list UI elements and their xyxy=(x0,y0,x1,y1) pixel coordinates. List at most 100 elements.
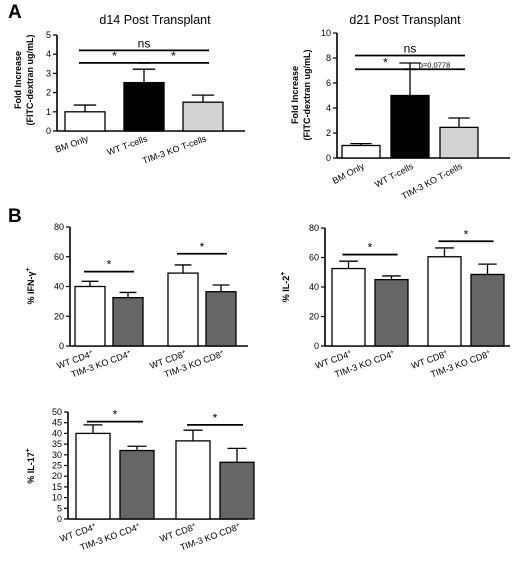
bar xyxy=(374,278,409,347)
x-tick-label-superscript: + xyxy=(91,521,97,529)
x-tick-label-superscript: + xyxy=(485,348,491,356)
chart-title: d21 Post Transplant xyxy=(349,13,461,27)
y-tick-label: 10 xyxy=(52,493,62,503)
significance-label: * xyxy=(368,241,373,255)
y-tick-label: 8 xyxy=(326,53,331,63)
y-tick-label: 40 xyxy=(54,282,64,292)
bar xyxy=(390,94,430,159)
x-tick-label-superscript: + xyxy=(442,348,448,356)
y-axis-label-line: Fold Increase xyxy=(290,66,300,124)
y-tick-label: 5 xyxy=(57,503,62,513)
y-axis-label-line: (FITC-dextran ug/mL) xyxy=(302,50,312,141)
y-tick-label: 0 xyxy=(326,153,331,163)
bar xyxy=(75,432,111,520)
y-axis-label: % IFN-γ+ xyxy=(25,267,36,304)
y-tick-label: 80 xyxy=(309,223,319,233)
bar xyxy=(427,256,462,347)
chart-d14: d14 Post Transplant Fold Increase (FITC-de… xyxy=(13,13,245,166)
x-tick-label-superscript: + xyxy=(389,348,395,356)
x-tick-label-superscript: + xyxy=(135,521,141,529)
significance-label: * xyxy=(200,240,205,254)
y-tick-label: 80 xyxy=(54,222,64,232)
y-axis-label-line: (FITC-dextran ug/mL) xyxy=(25,35,35,126)
significance-label: * xyxy=(113,408,118,422)
y-tick-label: 20 xyxy=(54,311,64,321)
y-tick-label: 10 xyxy=(321,28,331,38)
y-tick-label: 15 xyxy=(52,482,62,492)
bar xyxy=(219,461,255,520)
bar xyxy=(205,291,237,347)
bar xyxy=(167,272,199,347)
bar xyxy=(341,144,381,159)
x-tick-label: WT T-cells xyxy=(106,133,150,157)
x-tick-label: BM Only xyxy=(331,161,367,186)
significance-label: * xyxy=(383,55,388,69)
x-tick-label-superscript: + xyxy=(235,521,241,529)
bar xyxy=(123,81,165,132)
x-tick-label: BM Only xyxy=(54,133,90,154)
y-tick-label: 20 xyxy=(52,471,62,481)
y-tick-label: 6 xyxy=(326,78,331,88)
x-tick-label-superscript: + xyxy=(88,348,94,356)
x-tick-label-superscript: + xyxy=(346,348,352,356)
bar xyxy=(74,285,106,347)
y-tick-label: 50 xyxy=(52,407,62,417)
x-tick-label: WT T-cells xyxy=(373,161,415,190)
y-tick-label: 35 xyxy=(52,439,62,449)
y-tick-label: 0 xyxy=(46,126,51,136)
y-tick-label: 0 xyxy=(59,341,64,351)
bar xyxy=(182,101,224,132)
y-tick-label: 5 xyxy=(46,30,51,40)
significance-label: * xyxy=(213,411,218,425)
bar xyxy=(175,440,211,520)
x-tick-label-superscript: + xyxy=(191,521,197,529)
y-tick-label: 60 xyxy=(54,252,64,262)
y-tick-label: 30 xyxy=(52,450,62,460)
y-tick-label: 40 xyxy=(52,428,62,438)
significance-label: * xyxy=(464,227,469,241)
x-tick-label-superscript: + xyxy=(219,348,225,356)
y-axis-label-line: % IFN-γ xyxy=(26,272,36,305)
y-tick-label: 25 xyxy=(52,461,62,471)
y-tick-label: 1 xyxy=(46,107,51,117)
significance-label: * xyxy=(171,49,176,63)
significance-label: * xyxy=(112,49,117,63)
panel-label-b: B xyxy=(8,206,22,227)
y-tick-label: 20 xyxy=(309,312,319,322)
panel-label-a: A xyxy=(8,2,22,23)
y-tick-label: 4 xyxy=(326,103,331,113)
significance-label: ns xyxy=(138,36,151,50)
y-axis-label-superscript: + xyxy=(25,448,32,452)
chart-title: d14 Post Transplant xyxy=(99,13,211,27)
y-axis-label-superscript: + xyxy=(25,267,32,271)
y-tick-label: 0 xyxy=(57,514,62,524)
bar xyxy=(439,126,479,159)
x-tick-label: TIM-3 KO T-cells xyxy=(141,133,208,166)
x-tick-label-superscript: + xyxy=(126,348,132,356)
y-tick-label: 0 xyxy=(314,341,319,351)
significance-label: p=0.0778 xyxy=(419,60,451,69)
bar xyxy=(112,297,144,347)
y-axis-label-line: % IL-2 xyxy=(281,276,291,303)
significance-label: ns xyxy=(404,42,417,56)
y-axis-label: Fold Increase (FITC-dextran ug/mL) xyxy=(13,35,35,126)
bar xyxy=(470,273,505,347)
y-axis-label: % IL-17+ xyxy=(25,448,36,484)
chart-d21: d21 Post Transplant Fold Increase (FITC-de… xyxy=(290,13,510,201)
y-tick-label: 40 xyxy=(309,282,319,292)
y-axis-label-superscript: + xyxy=(280,272,287,276)
bar xyxy=(119,449,155,520)
y-axis-label: Fold Increase (FITC-dextran ug/mL) xyxy=(290,50,312,141)
y-tick-label: 2 xyxy=(46,88,51,98)
y-axis-label-line: % IL-17 xyxy=(26,452,36,484)
bar xyxy=(331,267,366,347)
y-axis-label-line: Fold Increase xyxy=(13,51,23,109)
y-tick-label: 60 xyxy=(309,253,319,263)
y-tick-label: 3 xyxy=(46,68,51,78)
y-tick-label: 45 xyxy=(52,418,62,428)
significance-label: * xyxy=(107,258,112,272)
